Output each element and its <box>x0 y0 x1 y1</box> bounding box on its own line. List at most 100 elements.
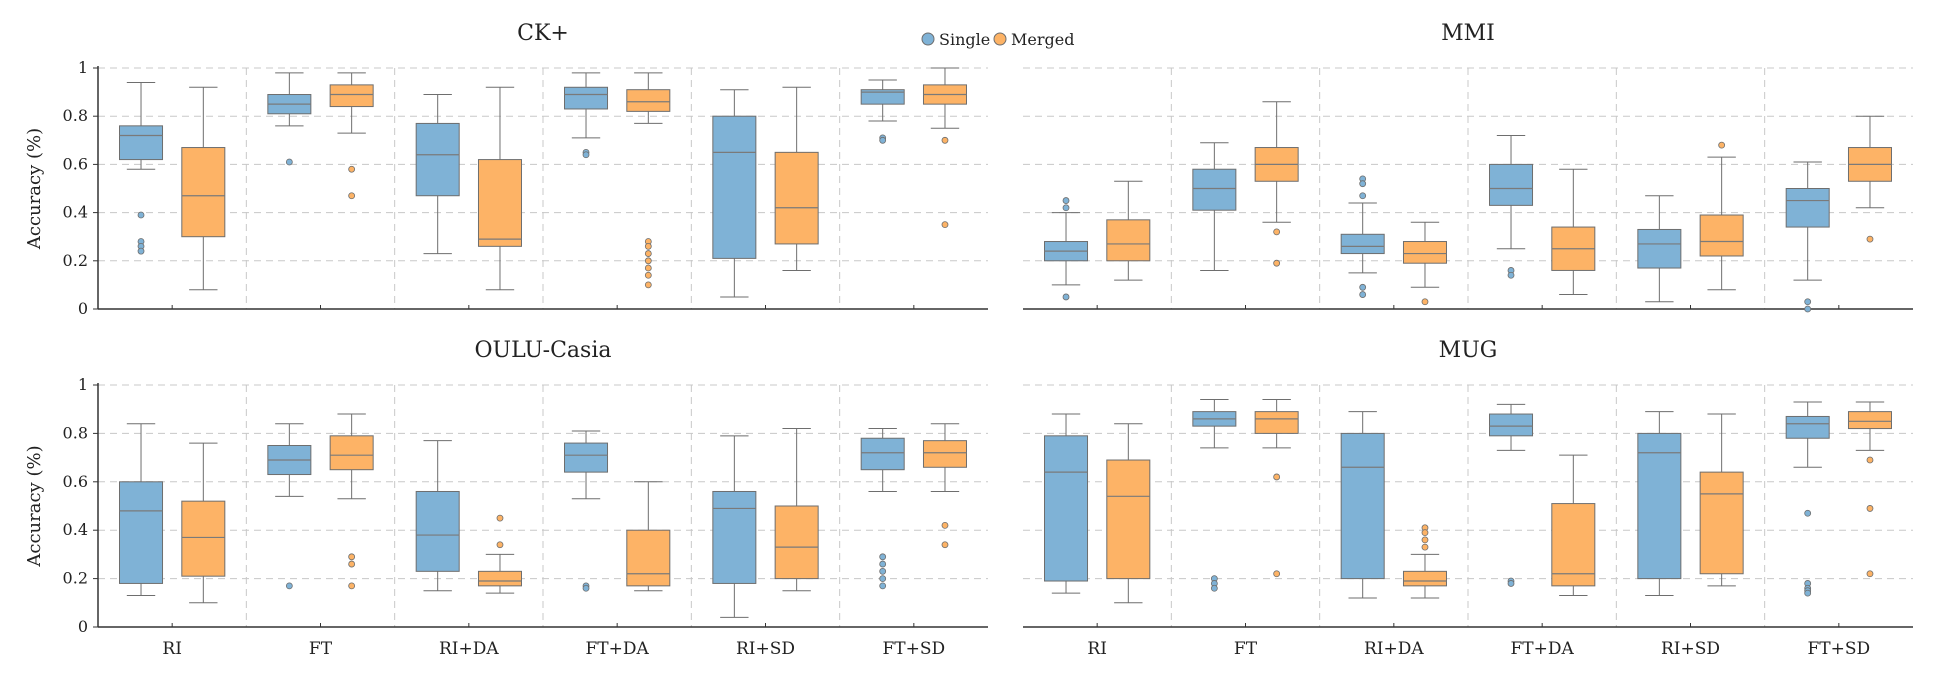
outlier-point <box>1062 204 1070 212</box>
box-single-FT+SD <box>860 79 905 144</box>
box-iqr <box>1785 415 1830 439</box>
box-single-RI <box>119 423 164 597</box>
outlier-point <box>285 158 293 166</box>
outlier-point <box>582 151 590 159</box>
box-merged-FT+DA <box>626 72 671 289</box>
box-iqr <box>564 442 609 473</box>
y-tick-label: 1 <box>78 58 88 77</box>
outlier-point <box>644 271 652 279</box>
outlier-point <box>1804 509 1812 517</box>
y-tick-label: 0.6 <box>63 154 88 173</box>
legend-merged-marker <box>993 32 1007 46</box>
outlier-point <box>879 553 887 561</box>
outlier-point <box>879 560 887 568</box>
box-iqr <box>1847 411 1892 430</box>
legend-single-label: Single <box>939 30 990 49</box>
box-merged-RI+DA <box>477 514 522 594</box>
box-merged-RI <box>1106 180 1151 281</box>
outlier-point <box>496 514 504 522</box>
box-iqr <box>1044 435 1089 582</box>
outlier-point <box>1866 235 1874 243</box>
box-iqr <box>1192 168 1237 211</box>
box-single-FT <box>267 72 312 166</box>
outlier-point <box>1507 271 1515 279</box>
box-iqr <box>1402 570 1447 587</box>
panel-0: 0 0.2 0.4 0.6 0.8 1 CK+ Accuracy (%) <box>24 21 988 318</box>
box-iqr <box>1489 413 1534 437</box>
box-single-FT+SD <box>860 428 905 590</box>
box-single-RI <box>119 81 164 255</box>
box-iqr <box>1402 241 1447 264</box>
x-tick-label: FT+DA <box>586 639 650 659</box>
box-merged-RI+SD <box>774 428 819 592</box>
box-iqr <box>477 570 522 587</box>
box-merged-FT+DA <box>1551 168 1596 296</box>
box-single-RI+SD <box>1637 195 1682 303</box>
y-tick-label: 0 <box>78 299 88 318</box>
panel-title: MUG <box>1439 338 1498 363</box>
outlier-point <box>1273 473 1281 481</box>
box-single-RI+DA <box>415 440 460 592</box>
box-iqr <box>329 435 374 471</box>
outlier-point <box>1804 305 1812 313</box>
box-single-FT <box>267 423 312 590</box>
y-tick-label: 0.6 <box>63 472 88 491</box>
outlier-point <box>941 521 949 529</box>
box-iqr <box>1254 411 1299 434</box>
box-iqr <box>712 490 757 584</box>
box-single-FT <box>1192 399 1237 592</box>
box-iqr <box>415 122 460 197</box>
box-merged-RI+DA <box>477 86 522 291</box>
x-tick-label: RI <box>1087 639 1107 659</box>
outlier-point <box>1273 570 1281 578</box>
outlier-point <box>348 553 356 561</box>
y-tick-label: 0.2 <box>63 569 88 588</box>
outlier-point <box>941 136 949 144</box>
y-tick-label: 0.4 <box>63 203 88 222</box>
panel-1: MMI <box>1023 21 1913 313</box>
outlier-point <box>1359 180 1367 188</box>
box-iqr <box>1106 459 1151 580</box>
box-iqr <box>712 115 757 259</box>
box-iqr <box>1637 228 1682 269</box>
box-single-FT+DA <box>564 430 609 592</box>
box-single-FT+SD <box>1785 161 1830 313</box>
outlier-point <box>348 192 356 200</box>
box-merged-RI <box>181 442 226 604</box>
box-merged-RI+SD <box>774 86 819 271</box>
outlier-point <box>1359 192 1367 200</box>
box-single-RI <box>1044 413 1089 594</box>
box-merged-FT+DA <box>626 481 671 592</box>
legend: Single Merged <box>921 30 1074 49</box>
box-iqr <box>774 151 819 245</box>
outlier-point <box>644 250 652 257</box>
y-tick-label: 0 <box>78 617 88 636</box>
box-iqr <box>1785 188 1830 228</box>
box-iqr <box>1551 503 1596 587</box>
box-iqr <box>626 529 671 587</box>
outlier-point <box>496 541 504 549</box>
outlier-point <box>1718 141 1726 149</box>
box-merged-FT+DA <box>1551 454 1596 597</box>
outlier-point <box>1507 580 1515 587</box>
box-single-FT+SD <box>1785 401 1830 597</box>
box-single-RI+DA <box>1340 175 1385 298</box>
box-iqr <box>329 84 374 108</box>
box-merged-RI <box>1106 423 1151 604</box>
box-merged-FT <box>1254 101 1299 267</box>
outlier-point <box>1804 298 1812 306</box>
box-single-RI+DA <box>415 94 460 255</box>
box-iqr <box>860 437 905 471</box>
box-merged-FT <box>329 72 374 200</box>
outlier-point <box>644 281 652 289</box>
x-tick-label: FT+DA <box>1511 639 1575 659</box>
outlier-point <box>644 242 652 250</box>
box-iqr <box>564 86 609 110</box>
box-iqr <box>181 147 226 238</box>
outlier-point <box>879 567 887 575</box>
outlier-point <box>1062 197 1070 204</box>
outlier-point <box>1210 584 1218 592</box>
box-iqr <box>1699 471 1744 575</box>
box-merged-FT <box>1254 399 1299 578</box>
